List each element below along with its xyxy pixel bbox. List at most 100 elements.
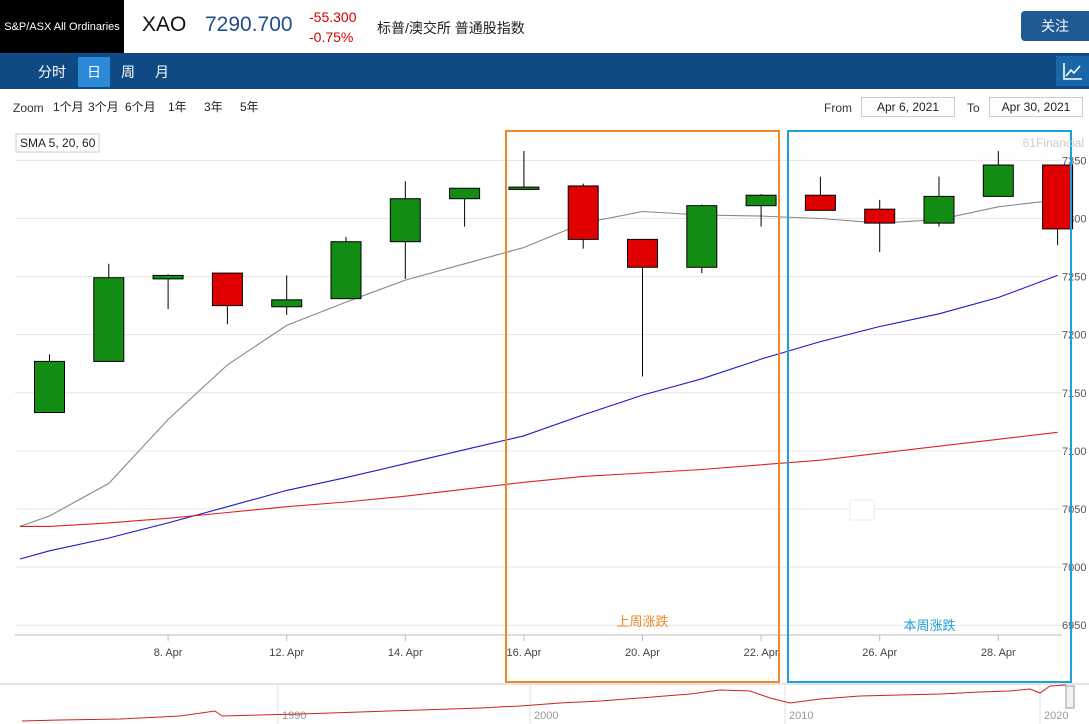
candles (34, 151, 1074, 414)
sma-line (19, 431, 1058, 527)
annotation-label: 本周涨跌 (903, 618, 955, 633)
candle-body (923, 195, 955, 224)
candle-body (567, 185, 599, 240)
blank-tooltip-box (849, 499, 875, 521)
candle-body (34, 360, 65, 414)
x-tick-label: 20. Apr (625, 647, 660, 659)
navigator-ticks: 1990 2000 2010 2020 (277, 684, 1068, 724)
candle (627, 238, 658, 377)
to-label: To (967, 101, 980, 115)
navigator-handle[interactable] (1065, 685, 1075, 709)
index-name: 标普/澳交所 普通股指数 (377, 20, 525, 36)
annotation-label: 上周涨跌 (616, 614, 668, 629)
candle-body (864, 208, 896, 224)
x-tick-label: 22. Apr (744, 647, 779, 659)
navigator-tick-label: 1990 (282, 710, 306, 722)
zoom-6m-button[interactable]: 6个月 (125, 100, 156, 114)
zoom-1y-button[interactable]: 1年 (168, 100, 187, 114)
candle-body (804, 194, 836, 211)
y-tick-label: 6950 (1062, 620, 1086, 632)
change-value: -55.300 (309, 9, 357, 25)
tab-intraday[interactable]: 分时 (38, 64, 66, 80)
x-tick-label: 12. Apr (269, 647, 304, 659)
quote-header: S&P/ASX All Ordinaries XAO 7290.700 -55.… (0, 0, 1089, 53)
from-label: From (824, 101, 852, 115)
candle-body (745, 194, 777, 207)
follow-button[interactable]: 关注 (1021, 11, 1089, 41)
navigator-line (21, 684, 1067, 722)
candle (449, 187, 481, 227)
candle (93, 263, 125, 362)
tab-monthly[interactable]: 月 (155, 64, 169, 80)
candle (389, 181, 421, 279)
from-date-input[interactable]: Apr 6, 2021 (861, 97, 955, 117)
zoom-label: Zoom (13, 101, 44, 115)
x-axis: 8. Apr 12. Apr 14. Apr 16. Apr 20. Apr 22. Ap… (15, 634, 1062, 659)
candle (34, 354, 65, 414)
candle-body (93, 277, 125, 362)
navigator-tick-label: 2000 (534, 710, 558, 722)
zoom-3m-button[interactable]: 3个月 (88, 100, 119, 114)
y-tick-label: 7150 (1062, 388, 1086, 400)
candle-body (330, 241, 362, 300)
y-tick-label: 7350 (1062, 155, 1086, 167)
legend-box: SMA 5, 20, 60 (15, 133, 100, 153)
annotation-box (505, 130, 780, 683)
candle-body (1042, 164, 1074, 230)
x-tick-label: 26. Apr (862, 647, 897, 659)
zoom-1m-button[interactable]: 1个月 (53, 100, 84, 114)
candle-body (389, 198, 421, 243)
candle (211, 272, 243, 325)
zoom-5y-button[interactable]: 5年 (240, 100, 259, 114)
x-tick-label: 16. Apr (506, 647, 541, 659)
zoom-toolbar: Zoom 1个月 3个月 6个月 1年 3年 5年 From Apr 6, 20… (0, 97, 1089, 119)
line-chart-icon (1062, 63, 1082, 80)
y-tick-label: 7100 (1062, 446, 1086, 458)
candle (271, 275, 303, 315)
y-tick-label: 7200 (1062, 330, 1086, 342)
y-tick-label: 7000 (1062, 562, 1086, 574)
change-percent: -0.75% (309, 29, 354, 45)
navigator[interactable]: 1990 2000 2010 2020 (0, 683, 1089, 724)
to-date-input[interactable]: Apr 30, 2021 (989, 97, 1083, 117)
candle (1042, 164, 1074, 246)
candle (982, 151, 1014, 197)
index-logo: S&P/ASX All Ordinaries (0, 0, 124, 53)
x-tick-label: 28. Apr (981, 647, 1016, 659)
candle (330, 237, 362, 300)
price-text: 7290.700 (205, 13, 293, 36)
legend-text: SMA 5, 20, 60 (20, 136, 96, 150)
annotation-boxes: 上周涨跌 本周涨跌 (505, 130, 1072, 683)
candle (686, 204, 718, 274)
candle (923, 176, 955, 227)
candle-body (211, 272, 243, 307)
tab-daily[interactable]: 日 (78, 57, 110, 87)
x-tick-label: 14. Apr (388, 647, 423, 659)
tab-weekly[interactable]: 周 (121, 64, 135, 80)
candle-body (686, 205, 718, 268)
watermark: 61Financial (1023, 136, 1084, 150)
candle (152, 274, 184, 310)
y-tick-label: 7250 (1062, 272, 1086, 284)
candle (508, 151, 540, 190)
candle-body (508, 186, 540, 190)
zoom-3y-button[interactable]: 3年 (204, 100, 223, 114)
chart-type-button[interactable] (1056, 56, 1089, 86)
navigator-tick-label: 2010 (789, 710, 813, 722)
sma-line (19, 274, 1058, 560)
candle-body (271, 299, 303, 308)
candle (864, 199, 896, 253)
candle (567, 183, 599, 249)
candle-body (449, 187, 481, 200)
candle (745, 194, 777, 227)
annotation-box (787, 130, 1072, 683)
y-tick-label: 7050 (1062, 504, 1086, 516)
candle-body (152, 274, 184, 280)
period-tab-bar: 分时 日 周 月 (0, 53, 1089, 89)
x-tick-label: 8. Apr (154, 647, 183, 659)
candle-body (982, 164, 1014, 197)
navigator-tick-label: 2020 (1044, 710, 1068, 722)
candle-body (627, 238, 658, 268)
